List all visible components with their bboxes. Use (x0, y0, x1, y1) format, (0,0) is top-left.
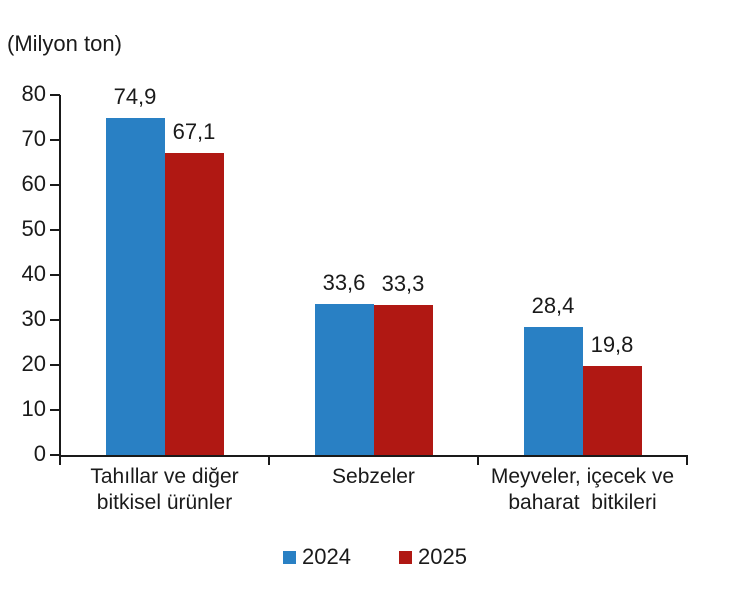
x-axis-tick (268, 455, 270, 465)
y-axis-tick (50, 139, 60, 141)
bar-2024 (523, 327, 583, 455)
category-label: Meyveler, içecek ve baharat bitkileri (463, 464, 703, 516)
y-axis-tick (50, 454, 60, 456)
y-axis-tick (50, 229, 60, 231)
y-axis-tick-label: 70 (21, 126, 46, 151)
x-axis-tick (686, 455, 688, 465)
y-axis-tick (50, 319, 60, 321)
y-axis-tick (50, 409, 60, 411)
legend-label-2025: 2025 (418, 544, 467, 569)
y-axis-tick (50, 94, 60, 96)
bar-2024 (105, 118, 165, 455)
y-axis-tick-label: 0 (33, 441, 46, 466)
category-label: Tahıllar ve diğer bitkisel ürünler (45, 464, 285, 516)
y-axis-tick (50, 184, 60, 186)
y-axis-tick-label: 10 (21, 396, 46, 421)
y-axis-tick-label: 30 (21, 306, 46, 331)
x-axis-tick (477, 455, 479, 465)
unit-label: (Milyon ton) (7, 31, 122, 56)
category-label-line: baharat bitkileri (508, 491, 657, 514)
category-label-line: Tahıllar ve diğer (90, 465, 239, 488)
value-label: 74,9 (113, 84, 157, 109)
y-axis-tick (50, 364, 60, 366)
category-label-line: Meyveler, içecek ve (490, 465, 675, 488)
y-axis-tick-label: 80 (21, 81, 46, 106)
value-label: 67,1 (172, 119, 216, 144)
y-axis-tick-label: 60 (21, 171, 46, 196)
category-label-line: Sebzeler (332, 465, 415, 488)
x-axis-tick (59, 455, 61, 465)
legend-swatch-2025-icon (399, 550, 412, 564)
y-axis-tick-label: 20 (21, 351, 46, 376)
value-label: 28,4 (531, 293, 575, 318)
value-label: 33,6 (322, 270, 366, 295)
category-label-line: bitkisel ürünler (96, 491, 233, 514)
bar-2025 (582, 366, 642, 455)
legend-item-2024: 2024 (283, 545, 351, 569)
bar-2025 (373, 305, 433, 455)
y-axis-tick-label: 40 (21, 261, 46, 286)
y-axis-tick-label: 50 (21, 216, 46, 241)
legend-label-2024: 2024 (302, 544, 351, 569)
legend-item-2025: 2025 (399, 545, 467, 569)
bar-2024 (314, 304, 374, 455)
y-axis-tick (50, 274, 60, 276)
value-label: 33,3 (381, 271, 425, 296)
x-axis-line (59, 455, 688, 457)
legend: 2024 2025 (0, 545, 750, 569)
value-label: 19,8 (590, 332, 634, 357)
y-axis-line (59, 95, 61, 457)
legend-swatch-2024-icon (283, 550, 297, 564)
bar-2025 (164, 153, 224, 455)
category-label: Sebzeler (254, 464, 494, 490)
